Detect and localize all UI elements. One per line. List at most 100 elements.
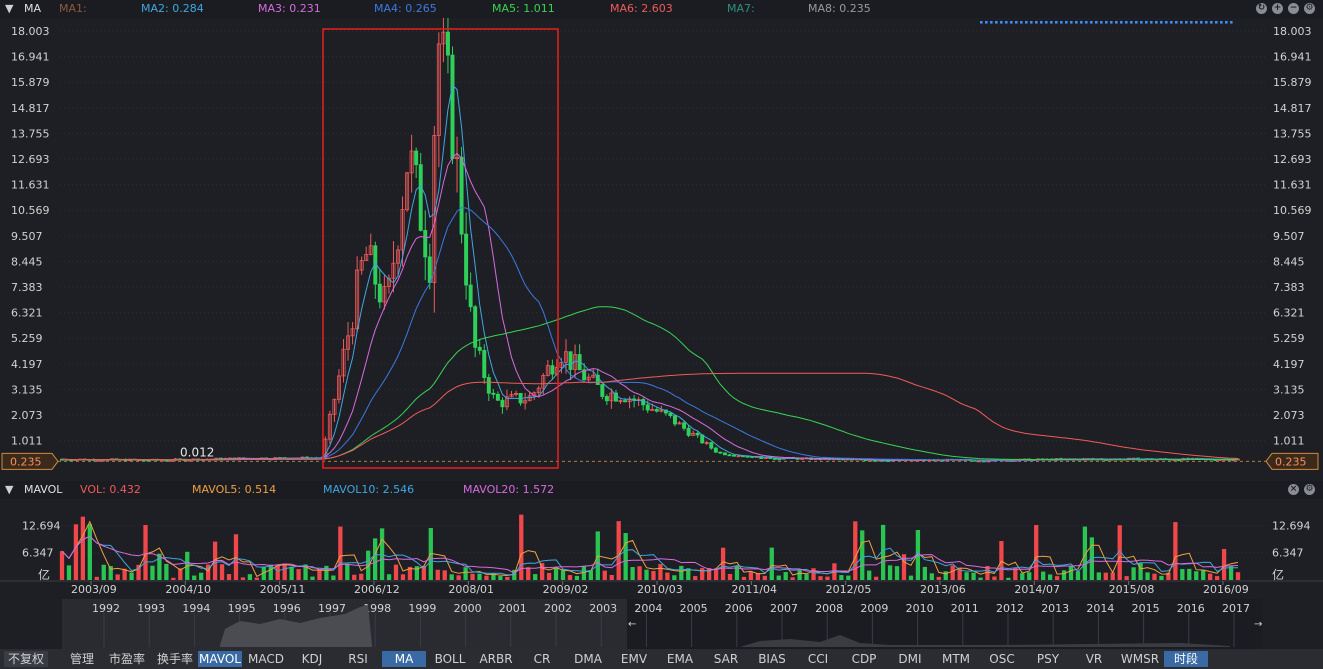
indicator-button[interactable]: CCI: [807, 652, 829, 666]
toolbar-button[interactable]: 市盈率: [108, 652, 145, 666]
marker-dot: [1035, 21, 1038, 24]
indicator-button[interactable]: PSY: [1036, 652, 1060, 666]
volume-bar: [268, 564, 273, 580]
volume-bar: [247, 574, 253, 580]
timeline-year-label: 2010: [906, 602, 934, 615]
timeline-year-label: 1993: [137, 602, 165, 615]
y-tick-label-right: 18.003: [1273, 25, 1312, 38]
volume-bar: [839, 575, 844, 580]
moving-average-line: [61, 306, 1238, 461]
indicator-button[interactable]: MTM: [941, 652, 971, 666]
candle: [445, 31, 450, 56]
indicator-button[interactable]: VR: [1085, 652, 1103, 666]
close-icon[interactable]: ×: [1288, 484, 1299, 495]
indicator-button[interactable]: RSI: [348, 652, 368, 666]
indicator-button[interactable]: WMSR: [1120, 652, 1160, 666]
ma-legend-item: MA6: 2.603: [610, 2, 673, 15]
marker-dot: [1100, 21, 1103, 24]
collapse-arrow-icon[interactable]: ▼: [5, 2, 14, 15]
highlight-box[interactable]: [322, 28, 559, 469]
marker-dot: [985, 21, 988, 24]
volume-bar: [317, 569, 322, 580]
indicator-button[interactable]: EMA: [666, 652, 694, 666]
x-tick-label: 2006/12: [354, 583, 400, 596]
candle: [400, 209, 405, 251]
candle: [718, 451, 723, 454]
volume-bar: [1020, 573, 1025, 580]
volume-legend-item: VOL: 0.432: [80, 483, 141, 496]
indicator-button[interactable]: CDP: [851, 652, 877, 666]
indicator-button[interactable]: BIAS: [758, 652, 786, 666]
y-tick-label-left: 12.693: [11, 153, 50, 166]
y-tick-label-left: 8.445: [11, 255, 43, 268]
volume-bar: [498, 576, 503, 580]
main-indicator-name[interactable]: MA: [24, 2, 42, 15]
toolbar-button[interactable]: 不复权: [4, 651, 48, 667]
volume-bar: [1054, 576, 1060, 580]
volume-bar: [867, 570, 872, 580]
indicator-button[interactable]: MAVOL: [198, 651, 242, 667]
candle: [441, 31, 446, 45]
volume-bar: [1214, 576, 1220, 580]
toolbar-button[interactable]: 换手率: [156, 652, 193, 666]
y-tick-label-right: 14.817: [1273, 102, 1312, 115]
volume-bar: [1089, 537, 1095, 580]
add-icon[interactable]: +: [1272, 3, 1283, 14]
marker-dot: [1145, 21, 1148, 24]
price-chart[interactable]: 18.003 18.003 16.941 16.941 15.879 15.879 14.8…: [0, 18, 1323, 480]
volume-bar: [741, 576, 747, 580]
indicator-button[interactable]: BOLL: [434, 652, 466, 666]
volume-bar: [310, 576, 315, 580]
timeline-year-label: 1995: [228, 602, 256, 615]
volume-ma-line: [61, 535, 1239, 576]
candle: [564, 351, 568, 363]
timeline-navigator[interactable]: 1992 1993 1994 1995 1996 1997 1998 1999 2000 2001…: [0, 599, 1323, 649]
indicator-button[interactable]: DMA: [574, 652, 602, 666]
volume-indicator-name[interactable]: MAVOL: [24, 483, 63, 496]
volume-bar: [804, 574, 809, 580]
timeline-year-label: 2014: [1086, 602, 1114, 615]
marker-dot: [1205, 21, 1208, 24]
ma-legend-item: MA4: 0.265: [374, 2, 437, 15]
volume-bar: [324, 565, 329, 580]
indicator-button[interactable]: 时段: [1164, 651, 1208, 667]
indicator-button[interactable]: ARBR: [479, 652, 513, 666]
refresh-icon[interactable]: ↻: [1256, 3, 1267, 14]
candle: [536, 387, 541, 394]
volume-bar: [1173, 522, 1178, 580]
volume-bar: [386, 574, 392, 580]
volume-bar: [790, 577, 795, 580]
marker-dot: [1040, 21, 1043, 24]
candle: [432, 135, 437, 283]
indicator-button[interactable]: CR: [533, 652, 551, 666]
settings-gear-icon[interactable]: ⚙: [1304, 3, 1315, 14]
indicator-button[interactable]: MA: [382, 651, 426, 667]
indicator-button[interactable]: SAR: [713, 652, 739, 666]
marker-dot: [1195, 21, 1198, 24]
marker-dot: [1000, 21, 1003, 24]
remove-icon[interactable]: −: [1288, 3, 1299, 14]
timeline-year-label: 2003: [589, 602, 617, 615]
timeline-right-handle-icon[interactable]: →: [1254, 619, 1262, 630]
indicator-button[interactable]: KDJ: [301, 652, 323, 666]
marker-dot: [980, 21, 983, 24]
candle: [368, 245, 373, 255]
marker-dot: [1020, 21, 1023, 24]
candle: [364, 254, 369, 261]
indicator-button[interactable]: MACD: [248, 652, 284, 666]
volume-chart[interactable]: 12.694 12.694 6.347 6.347 亿 亿 2003/09 2004/10 20…: [0, 499, 1323, 599]
collapse-arrow-icon[interactable]: ▼: [5, 483, 14, 496]
indicator-button[interactable]: EMV: [620, 652, 648, 666]
volume-bar: [505, 576, 510, 580]
settings-gear-icon[interactable]: ⚙: [1304, 484, 1315, 495]
volume-unit-label: 亿: [1272, 567, 1284, 582]
toolbar-button[interactable]: 管理: [69, 652, 94, 666]
x-tick-label: 2011/04: [731, 583, 777, 596]
volume-bar: [943, 571, 948, 580]
timeline-left-handle-icon[interactable]: ←: [628, 619, 636, 630]
indicator-button[interactable]: OSC: [989, 652, 1015, 666]
indicator-button[interactable]: DMI: [898, 652, 922, 666]
volume-bar: [658, 564, 663, 580]
volume-bar: [449, 574, 454, 580]
volume-bar: [331, 575, 336, 580]
